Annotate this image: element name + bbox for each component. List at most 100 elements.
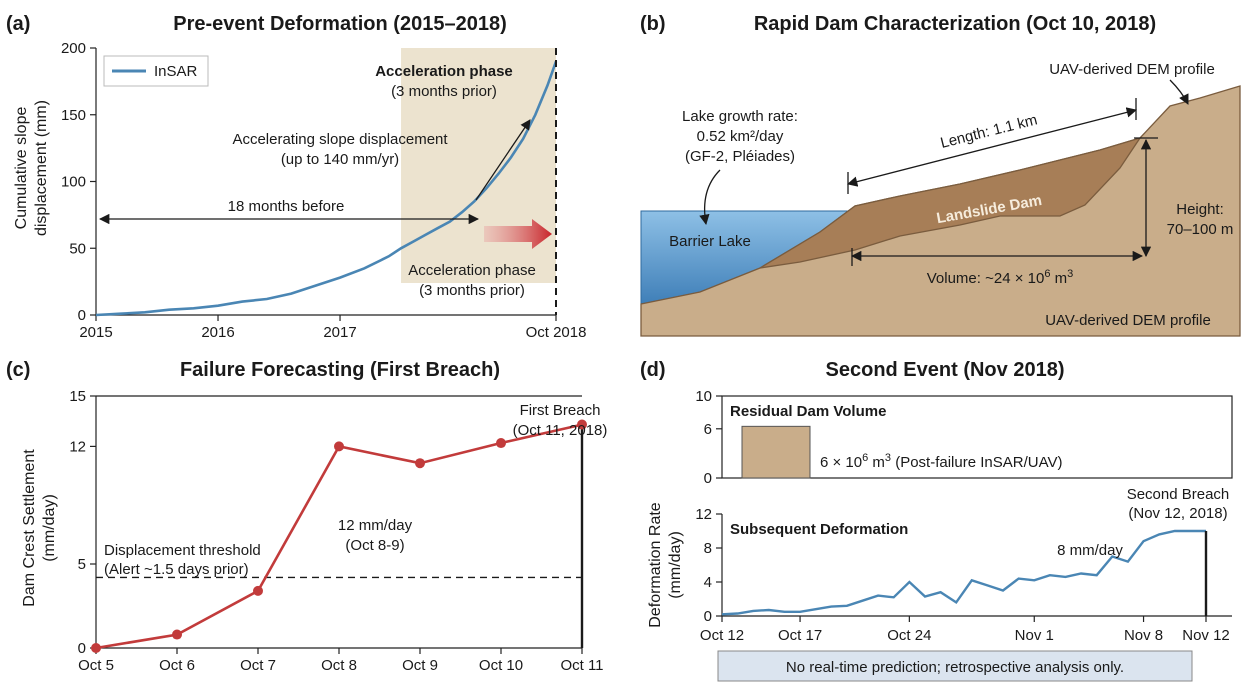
deformation-y-tick-label: 4 [704,574,712,591]
panel-c-x-tick-label: Oct 11 [560,657,603,674]
settlement-point [577,419,587,430]
second-breach-1: Second Breach [1127,486,1230,503]
slope-arrow [475,119,531,201]
legend-insar-label: InSAR [154,63,198,80]
residual-y-tick-label: 6 [704,421,712,438]
panel-a-label: (a) [6,13,30,35]
dem-label-top: UAV-derived DEM profile [1049,61,1215,78]
panel-a-y-tick-label: 150 [61,107,86,124]
length-arrow [846,107,1138,187]
first-breach-1: First Breach [520,402,601,419]
panel-c-x-tick-label: Oct 10 [479,657,523,674]
acceleration-shade [401,48,556,283]
residual-frame [721,395,1233,479]
panel-a-x-tick-label: 2017 [323,324,356,341]
deformation-y-tick-label: 12 [695,506,712,523]
panel-a: (a) Pre-event Deformation (2015–2018) 20… [6,13,586,341]
panel-c-x-tick-label: Oct 8 [321,657,357,674]
deformation-y-tick-label: 8 [704,540,712,557]
deformation-x-tick-label: Oct 17 [778,627,822,644]
residual-y-tick-label: 0 [704,470,712,487]
height-label-1: Height: [1176,201,1224,218]
rate-ann-2: (Oct 8-9) [345,537,404,554]
panel-d: (d) Second Event (Nov 2018) 0 6 10 Residua… [640,359,1233,682]
settlement-point [496,438,506,449]
residual-axes: 0 6 10 [695,388,1233,487]
months-ann: 18 months before [228,198,345,215]
note-text: No real-time prediction; retrospective a… [786,659,1124,676]
lake-rate-1: Lake growth rate: [682,108,798,125]
panel-c-label: (c) [6,359,30,381]
panel-c-axes: Oct 5 Oct 6 Oct 7 Oct 8 Oct 9 Oct 10 Oct 11 0 5 1… [69,388,603,674]
residual-y-tick-label: 10 [695,388,712,405]
panel-c-y-tick-label: 0 [78,640,86,657]
accel-red-arrow [484,219,552,249]
panel-a-y-tick-label: 0 [78,307,86,324]
panel-a-axes: 2015 2016 2017 Oct 2018 0 50 100 150 200 [61,40,586,341]
settlement-point [415,458,425,469]
deformation-x-tick-label: Nov 8 [1124,627,1163,644]
accel-ann2-1: Acceleration phase [408,262,536,279]
settlement-points [91,419,587,653]
deformation-x-tick-label: Nov 12 [1182,627,1230,644]
rate-ann-1: 12 mm/day [338,517,413,534]
slope-ann-1: Accelerating slope displacement [232,131,448,148]
second-breach-2: (Nov 12, 2018) [1128,505,1227,522]
settlement-point [172,629,182,640]
residual-text: 6 × 106 m3 (Post-failure InSAR/UAV) [820,452,1063,471]
settlement-series-line [95,423,583,650]
height-label-2: 70–100 m [1167,221,1234,238]
panel-a-y-tick-label: 100 [61,174,86,191]
panel-c-x-tick-label: Oct 5 [78,657,114,674]
panel-c: (c) Failure Forecasting (First Breach) O… [6,359,607,674]
panel-d-ylabel-1: Deformation Rate [647,502,664,627]
panel-a-y-tick-label: 50 [69,240,86,257]
panel-c-y-tick-label: 12 [69,438,86,455]
panel-a-y-tick-label: 200 [61,40,86,57]
threshold-ann-1: Displacement threshold [104,542,261,559]
panel-c-x-tick-label: Oct 6 [159,657,195,674]
panel-c-title: Failure Forecasting (First Breach) [180,359,500,381]
panel-d-label: (d) [640,359,666,381]
accel-phase-title: Acceleration phase [375,63,513,80]
panel-c-ylabel-2: (mm/day) [41,494,58,562]
dem-arrow [1169,79,1189,105]
deform-rate-ann: 8 mm/day [1057,542,1123,559]
panel-a-x-tick-label: 2015 [79,324,112,341]
panel-b-label: (b) [640,13,666,35]
panel-a-x-tick-label: Oct 2018 [526,324,587,341]
panel-c-x-tick-label: Oct 7 [240,657,276,674]
residual-title: Residual Dam Volume [730,403,886,420]
panel-a-legend: InSAR [103,55,209,87]
settlement-point [334,441,344,452]
lake-rate-arrow [699,169,721,226]
accel-phase-sub: (3 months prior) [391,83,497,100]
barrier-lake-label: Barrier Lake [669,233,751,250]
panel-c-y-tick-label: 15 [69,388,86,405]
panel-a-x-tick-label: 2016 [201,324,234,341]
deformation-x-tick-label: Oct 24 [887,627,931,644]
threshold-ann-2: (Alert ~1.5 days prior) [104,561,249,578]
panel-d-ylabel-2: (mm/day) [667,531,684,599]
dem-label-bottom: UAV-derived DEM profile [1045,312,1211,329]
accel-ann2-2: (3 months prior) [419,282,525,299]
insar-series-line [95,60,558,317]
lake-rate-2: 0.52 km²/day [697,128,784,145]
panel-b: (b) Rapid Dam Characterization (Oct 10, … [640,13,1241,337]
volume-label: Volume: ~24 × 106 m3 [927,268,1074,287]
residual-volume-bar [741,425,811,479]
deformation-y-tick-label: 0 [704,608,712,625]
panel-a-title: Pre-event Deformation (2015–2018) [173,13,506,35]
panel-a-ylabel-1: Cumulative slope [13,107,30,230]
lake-rate-3: (GF-2, Pléiades) [685,148,795,165]
panel-d-title: Second Event (Nov 2018) [826,359,1065,381]
length-label: Length: 1.1 km [939,111,1039,152]
deformation-series-line [721,529,1206,616]
first-breach-2: (Oct 11, 2018) [513,422,608,439]
panel-c-y-tick-label: 5 [78,556,86,573]
panel-a-ylabel-2: displacement (mm) [33,100,50,236]
settlement-point [253,585,263,596]
panel-c-x-tick-label: Oct 9 [402,657,438,674]
deformation-x-tick-label: Oct 12 [700,627,744,644]
